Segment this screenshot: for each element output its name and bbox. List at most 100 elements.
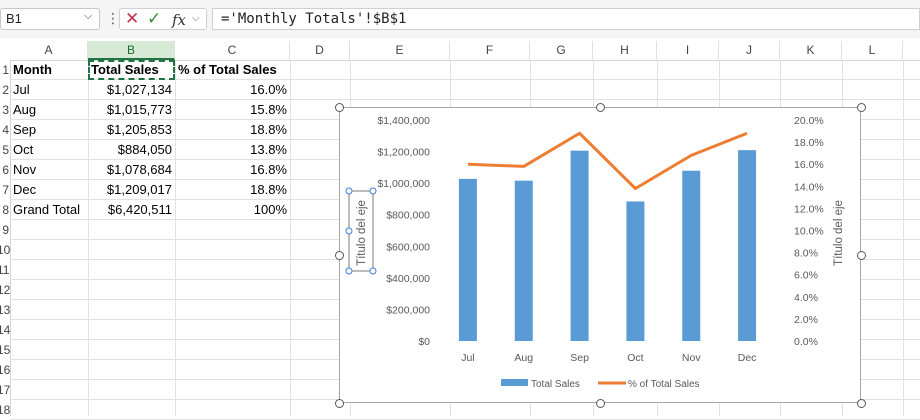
chart-resize-handle[interactable] [335,399,344,408]
y-tick-label: $0 [418,336,430,348]
y2-tick-label: 0.0% [794,336,818,348]
legend-label-total-sales: Total Sales [531,379,580,390]
x-tick-label: Oct [627,352,643,364]
bar-nov [682,171,700,341]
bar-jul [459,179,477,341]
more-options-icon[interactable]: ⋮ [106,10,120,27]
row-header-8[interactable]: 8 [0,200,9,220]
selected-cell-b1[interactable] [88,60,175,80]
row-header-14[interactable]: 14 [0,320,9,340]
header-cell[interactable]: % of Total Sales [175,60,290,80]
row-header-15[interactable]: 15 [0,340,9,360]
month-cell[interactable]: Jul [10,80,88,100]
column-header-k[interactable]: K [780,41,842,60]
row-header-7[interactable]: 7 [0,180,9,200]
percent-cell[interactable]: 15.8% [175,100,290,120]
column-header-d[interactable]: D [290,41,350,60]
percent-cell[interactable]: 13.8% [175,140,290,160]
y2-tick-label: 14.0% [794,181,824,193]
row-header-17[interactable]: 17 [0,380,9,400]
month-cell[interactable]: Oct [10,140,88,160]
grid-line [290,60,291,416]
chart-resize-handle[interactable] [857,103,866,112]
sales-cell[interactable]: $1,078,684 [88,160,175,180]
legend-swatch-total-sales [501,379,528,386]
column-header-e[interactable]: E [350,41,450,60]
y2-tick-label: 6.0% [794,270,818,282]
percent-cell[interactable]: 100% [175,200,290,220]
percent-cell[interactable]: 16.8% [175,160,290,180]
column-header-l[interactable]: L [842,41,903,60]
percent-cell[interactable]: 18.8% [175,180,290,200]
sales-cell[interactable]: $1,209,017 [88,180,175,200]
row-header-13[interactable]: 13 [0,300,9,320]
percent-cell[interactable]: 16.0% [175,80,290,100]
bar-dec [738,150,756,341]
sales-cell[interactable]: $1,205,853 [88,120,175,140]
row-header-3[interactable]: 3 [0,100,9,120]
column-header-g[interactable]: G [530,41,593,60]
column-header-h[interactable]: H [593,41,657,60]
column-header-a[interactable]: A [10,41,88,60]
sales-cell[interactable]: $1,027,134 [88,80,175,100]
y2-tick-label: 4.0% [794,292,818,304]
row-header-5[interactable]: 5 [0,140,9,160]
row-header-2[interactable]: 2 [0,80,9,100]
column-header-c[interactable]: C [175,41,290,60]
row-header-1[interactable]: 1 [0,60,9,80]
month-cell[interactable]: Sep [10,120,88,140]
row-header-12[interactable]: 12 [0,280,9,300]
chart-svg: $0$200,000$400,000$600,000$800,000$1,000… [340,108,862,404]
month-cell[interactable]: Grand Total [10,200,88,220]
row-header-9[interactable]: 9 [0,220,9,240]
chart-resize-handle[interactable] [857,251,866,260]
grid-line [903,60,904,416]
cancel-icon[interactable]: ✕ [125,9,139,29]
formula-input[interactable]: ='Monthly Totals'!$B$1 [212,8,920,30]
y-tick-label: $1,400,000 [377,115,430,127]
row-header-10[interactable]: 10 [0,240,9,260]
column-header-i[interactable]: I [657,41,719,60]
insert-function-icon[interactable]: fx [172,10,186,30]
y2-tick-label: 18.0% [794,137,824,149]
y-tick-label: $400,000 [386,273,430,285]
formula-buttons: ✕ ✓ fx ⌵ [119,8,207,30]
percent-cell[interactable]: 18.8% [175,120,290,140]
column-header-b[interactable]: B [88,41,175,60]
chart-resize-handle[interactable] [596,399,605,408]
row-header-6[interactable]: 6 [0,160,9,180]
sales-cell[interactable]: $6,420,511 [88,200,175,220]
axis-title-handle [370,268,376,274]
sales-cell[interactable]: $884,050 [88,140,175,160]
column-header-f[interactable]: F [450,41,530,60]
bar-sep [571,151,589,341]
legend-label-percent: % of Total Sales [628,379,700,390]
chevron-down-icon[interactable]: ⌵ [84,10,92,23]
enter-icon[interactable]: ✓ [147,9,161,29]
y2-tick-label: 10.0% [794,226,824,238]
row-header-16[interactable]: 16 [0,360,9,380]
x-tick-label: Sep [570,352,589,364]
combo-chart[interactable]: $0$200,000$400,000$600,000$800,000$1,000… [339,107,861,403]
month-cell[interactable]: Nov [10,160,88,180]
sales-cell[interactable]: $1,015,773 [88,100,175,120]
month-cell[interactable]: Aug [10,100,88,120]
row-header-4[interactable]: 4 [0,120,9,140]
chart-resize-handle[interactable] [857,399,866,408]
x-tick-label: Nov [682,352,701,364]
chevron-down-icon[interactable]: ⌵ [192,13,200,24]
name-box-value: B1 [6,11,22,26]
month-cell[interactable]: Dec [10,180,88,200]
row-header-11[interactable]: 11 [0,260,9,280]
x-tick-label: Jul [461,352,474,364]
y-tick-label: $1,000,000 [377,178,430,190]
chart-resize-handle[interactable] [596,103,605,112]
y-tick-label: $800,000 [386,210,430,222]
y-tick-label: $200,000 [386,304,430,316]
chart-resize-handle[interactable] [335,103,344,112]
row-header-18[interactable]: 18 [0,400,9,416]
header-cell[interactable]: Month [10,60,88,80]
column-header-j[interactable]: J [719,41,780,60]
chart-resize-handle[interactable] [335,251,344,260]
